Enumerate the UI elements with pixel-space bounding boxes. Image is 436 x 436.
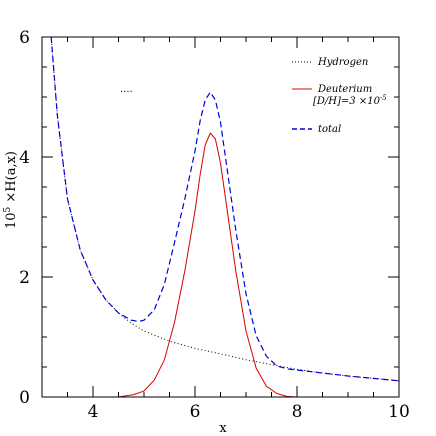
y-axis-title: 105 ×H(a,x) [3, 151, 19, 229]
x-axis-title: x [219, 421, 227, 436]
series-line-total [50, 37, 399, 382]
legend-hydrogen-label: Hydrogen [317, 57, 368, 68]
y-tick-label: 0 [19, 388, 30, 408]
series-layer [50, 37, 399, 397]
series-line-deuterium [118, 132, 298, 397]
y-tick-label: 2 [19, 268, 30, 288]
legend-deuterium-label: Deuterium [317, 84, 372, 95]
ticks-layer: 4 6 8 10 0 2 4 6 [19, 28, 410, 422]
legend: Hydrogen Deuterium [D/H]=3 ×10-5 total [292, 57, 387, 135]
legend-total-label: total [318, 124, 341, 135]
y-tick-label: 4 [19, 148, 30, 168]
legend-deuterium-ratio: [D/H]=3 ×10-5 [313, 94, 387, 107]
x-tick-label: 10 [388, 402, 410, 422]
x-tick-label: 8 [292, 402, 303, 422]
x-tick-label: 6 [190, 402, 201, 422]
y-tick-label: 6 [19, 28, 30, 48]
x-tick-label: 4 [88, 402, 99, 422]
annotation-dots: .... [120, 84, 133, 95]
